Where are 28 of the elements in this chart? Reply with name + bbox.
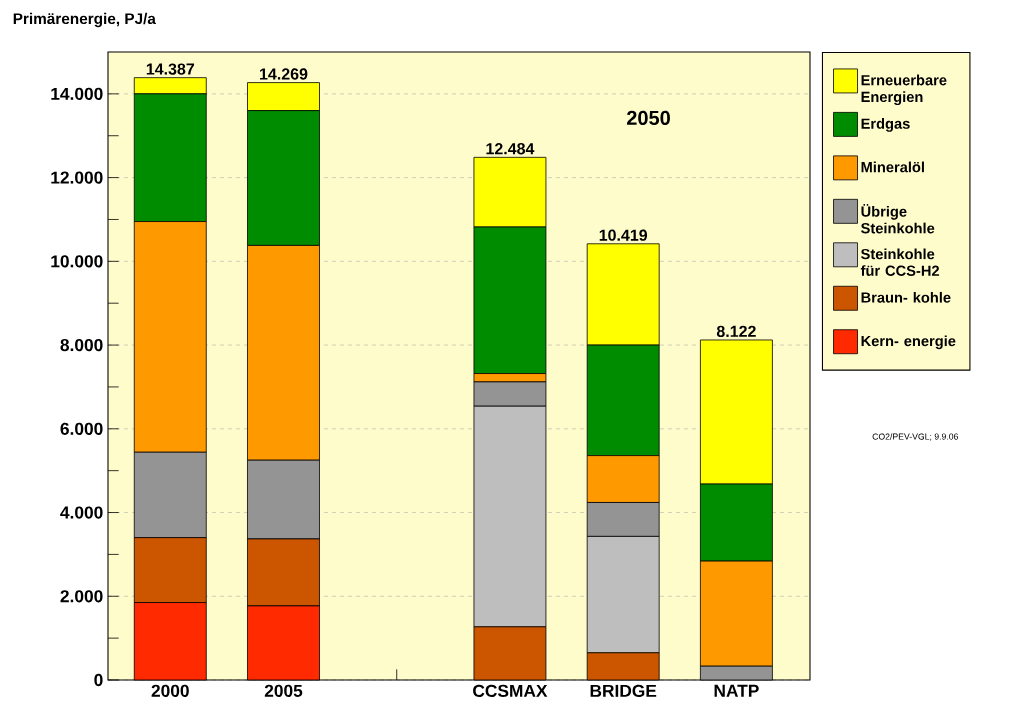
y-tick-label: 8.000 [60, 338, 103, 352]
annotation: 2050 [626, 110, 670, 126]
legend-label: Erdgas [861, 118, 910, 132]
x-tick-label: CCSMAX [473, 684, 548, 697]
total-label: 14.387 [146, 63, 195, 75]
y-tick-label: 0 [94, 673, 103, 687]
y-tick-label: 6.000 [60, 422, 103, 435]
y-tick-label: 12.000 [51, 171, 103, 184]
x-tick-label: 2000 [151, 684, 189, 697]
total-label: 8.122 [716, 325, 756, 338]
y-tick-label: 14.000 [51, 87, 103, 100]
x-tick-label: BRIDGE [590, 684, 657, 697]
y-tick-label: 4.000 [60, 506, 103, 519]
x-tick-label: 2005 [264, 684, 303, 697]
chart-title: Primärenergie, PJ/a [13, 12, 156, 28]
y-tick-label: 10.000 [51, 255, 103, 268]
legend-label: Mineralöl [861, 161, 924, 173]
x-tick-label: NATP [714, 684, 759, 697]
total-label: 10.419 [599, 229, 648, 241]
text: CO2/PEV-VGL; 9.9.06 [872, 433, 959, 441]
total-label: 12.484 [486, 143, 535, 155]
legend-label: Erneuerbare Energien [861, 74, 947, 106]
y-tick-label: 2.000 [60, 590, 103, 603]
legend-label: Übrige Steinkohle [861, 204, 935, 234]
legend-label: Steinkohle für CCS-H2 [860, 248, 940, 276]
total-label: 14.269 [260, 68, 308, 80]
legend-label: Braun- kohle [861, 291, 951, 303]
legend-label: Kern- energie [861, 335, 956, 350]
